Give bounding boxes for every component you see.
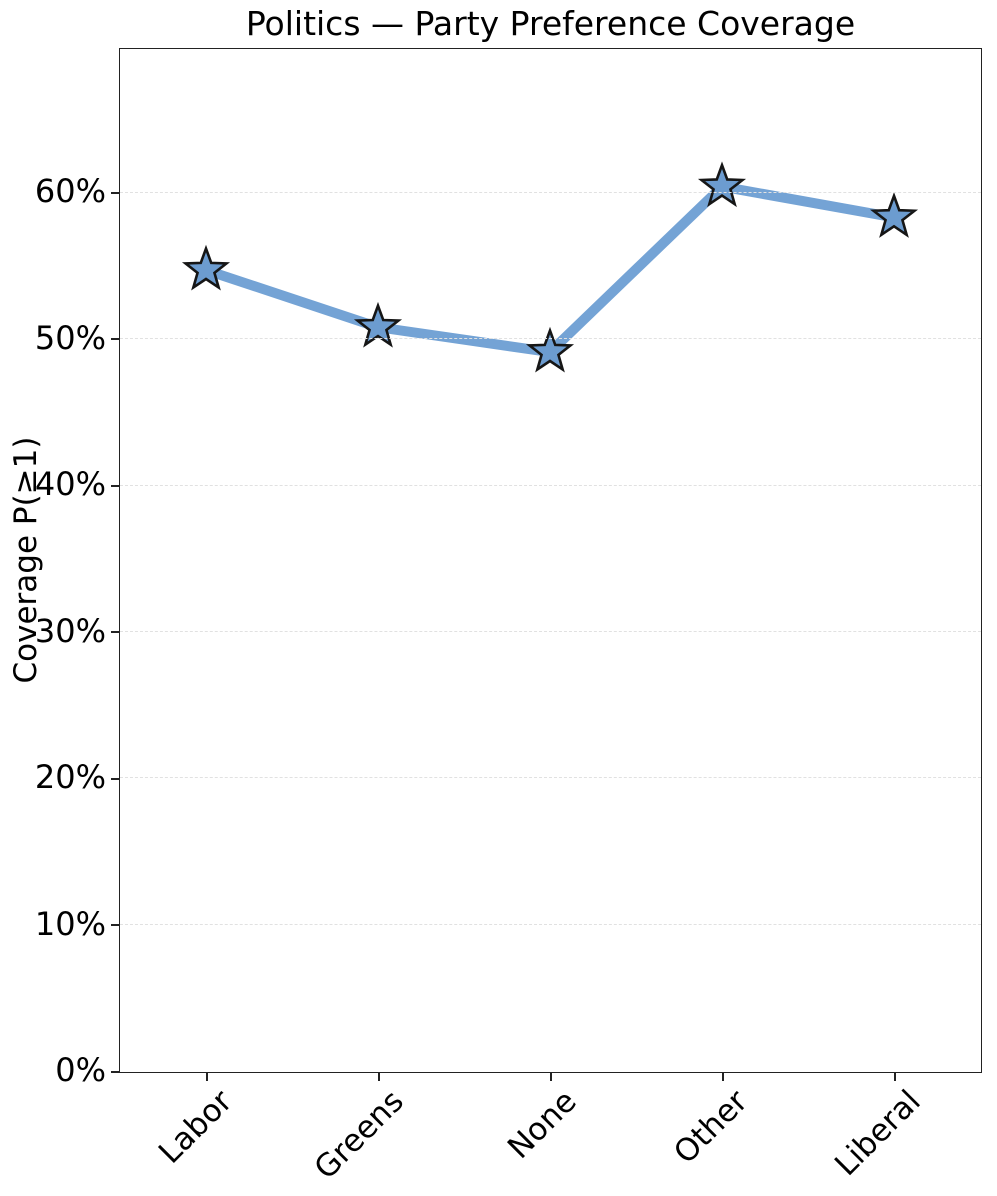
y-tick-label-40: 40%	[34, 465, 106, 504]
y-tick-label-30: 30%	[34, 611, 106, 650]
y-tick-label-50: 50%	[34, 318, 106, 357]
y-tick-label-10: 10%	[34, 904, 106, 943]
gridline-20	[120, 777, 981, 779]
y-tick-mark-60	[111, 191, 119, 194]
x-tick-mark-greens	[377, 1073, 380, 1081]
gridline-40	[120, 484, 981, 486]
star-marker-liberal	[869, 192, 919, 238]
star-marker-other	[697, 161, 747, 208]
gridline-30	[120, 631, 981, 633]
x-tick-label-other: Other	[667, 1083, 756, 1171]
star-marker-none	[525, 326, 575, 373]
star-marker-greens	[353, 301, 403, 348]
line-series-svg	[181, 161, 919, 373]
x-tick-mark-labor	[205, 1073, 208, 1081]
y-tick-mark-30	[111, 631, 119, 634]
x-tick-label-greens: Greens	[307, 1083, 412, 1187]
chart-title: Politics — Party Preference Coverage	[245, 4, 856, 43]
plot-area	[119, 48, 982, 1073]
x-tick-label-liberal: Liberal	[827, 1083, 928, 1183]
x-tick-mark-none	[549, 1073, 552, 1081]
gridline-50	[120, 338, 981, 340]
gridline-60	[120, 191, 981, 193]
y-tick-label-20: 20%	[34, 758, 106, 797]
star-marker-labor	[181, 244, 231, 291]
x-tick-mark-liberal	[893, 1073, 896, 1081]
x-tick-label-none: None	[500, 1083, 584, 1166]
y-tick-mark-50	[111, 338, 119, 341]
y-tick-label-60: 60%	[34, 172, 106, 211]
y-tick-mark-40	[111, 484, 119, 487]
x-tick-mark-other	[721, 1073, 724, 1081]
x-tick-label-labor: Labor	[151, 1083, 240, 1171]
y-tick-mark-0	[111, 1070, 119, 1073]
y-tick-mark-20	[111, 777, 119, 780]
gridline-10	[120, 923, 981, 925]
y-tick-label-0: 0%	[55, 1051, 106, 1089]
y-tick-mark-10	[111, 924, 119, 927]
